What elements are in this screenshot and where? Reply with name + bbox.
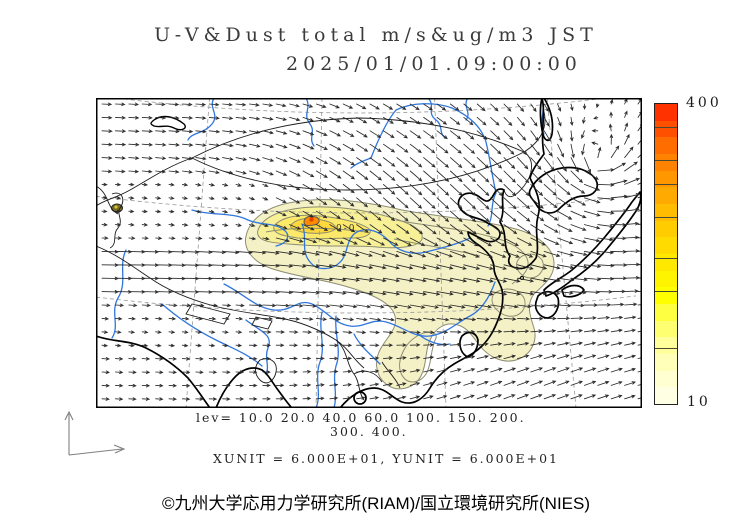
dust-contour-line xyxy=(395,219,529,285)
x-axis-arrow-icon xyxy=(68,444,126,456)
colorbar-segment xyxy=(655,120,677,138)
colorbar-tick xyxy=(655,160,677,162)
colorbar-tick xyxy=(655,127,677,129)
border-path xyxy=(109,192,124,249)
river-path xyxy=(187,98,216,141)
river-path xyxy=(350,157,372,169)
dust-contour-line xyxy=(491,288,526,317)
coastline-bengal xyxy=(215,367,293,408)
coastline-hokkaido xyxy=(528,166,599,214)
colorbar-min-label: 10 xyxy=(687,394,711,410)
colorbar-tick xyxy=(655,291,677,293)
river-path xyxy=(111,249,127,339)
river-path xyxy=(417,333,451,346)
river-path xyxy=(333,315,339,408)
y-axis-arrow-icon xyxy=(64,410,74,455)
coastline-hainan xyxy=(353,391,367,405)
coastline-sakhalin xyxy=(539,98,554,142)
river-path xyxy=(223,281,496,337)
border-path xyxy=(185,303,231,325)
river-path xyxy=(353,333,381,365)
border-path xyxy=(96,157,193,207)
lake-balkhash xyxy=(150,115,186,131)
dust-source-hotspot xyxy=(309,217,314,222)
border-path xyxy=(251,316,273,330)
unit-info: XUNIT = 6.000E+01, YUNIT = 6.000E+01 xyxy=(213,451,560,466)
contour-levels-line1: lev= 10.0 20.0 40.0 60.0 100. 150. 200. xyxy=(196,410,526,425)
wind-vectors xyxy=(101,98,642,401)
axis-orientation-icon xyxy=(64,410,126,456)
river-path xyxy=(245,319,270,375)
colorbar-segment xyxy=(655,104,677,122)
wind-vector-layer xyxy=(101,98,642,401)
colorbar-segment xyxy=(655,354,677,372)
colorbar-segment xyxy=(655,170,677,188)
colorbar-segment xyxy=(655,137,677,155)
border-path xyxy=(96,185,119,215)
river-path xyxy=(161,303,263,367)
colorbar-segment xyxy=(655,337,677,355)
colorbar-tick xyxy=(655,258,677,260)
colorbar-max-label: 400 xyxy=(686,95,722,111)
plot-datetime: 2025/01/01.09:00:00 xyxy=(286,53,582,75)
colorbar xyxy=(654,103,678,405)
river-path xyxy=(427,98,447,139)
contour-value-label: 0-0 xyxy=(336,224,357,234)
colorbar-segment xyxy=(655,154,677,172)
border-path xyxy=(381,361,401,389)
river-path xyxy=(465,98,469,121)
colorbar-segment xyxy=(655,204,677,222)
colorbar-segment xyxy=(655,320,677,338)
coastline-shikoku xyxy=(561,284,585,298)
coastline-mainland-south xyxy=(96,335,211,408)
graticule-layer xyxy=(96,98,637,408)
plot-title: U-V&Dust total m/s&ug/m3 JST xyxy=(154,24,598,46)
colorbar-segment xyxy=(655,270,677,288)
colorbar-segment xyxy=(655,370,677,388)
river-path xyxy=(370,103,497,194)
colorbar-tick xyxy=(655,347,677,349)
colorbar-segment xyxy=(655,187,677,205)
coastline-china xyxy=(339,98,545,408)
map-frame xyxy=(96,98,642,408)
dust-contour-line xyxy=(516,253,544,279)
colorbar-tick xyxy=(655,183,677,185)
dust-map: 0-0 xyxy=(96,98,642,408)
colorbar-segment xyxy=(655,304,677,322)
colorbar-segment xyxy=(655,237,677,255)
border-path xyxy=(255,358,277,384)
graticule-lines xyxy=(96,98,637,408)
colorbar-segment xyxy=(655,220,677,238)
west-dust-source-center xyxy=(114,205,118,209)
contour-levels-line2: 300. 400. xyxy=(330,424,408,439)
river-path xyxy=(315,311,323,408)
border-path xyxy=(503,111,546,198)
colorbar-segment xyxy=(655,387,677,405)
colorbar-segment xyxy=(655,287,677,305)
dust-shading-layer: 0-0 xyxy=(111,199,555,390)
map-panel: 0-0 xyxy=(96,98,642,408)
colorbar-tick xyxy=(655,216,677,218)
colorbar-segment xyxy=(655,254,677,272)
copyright-text: ©九州大学応用力学研究所(RIAM)/国立環境研究所(NIES) xyxy=(161,494,591,513)
